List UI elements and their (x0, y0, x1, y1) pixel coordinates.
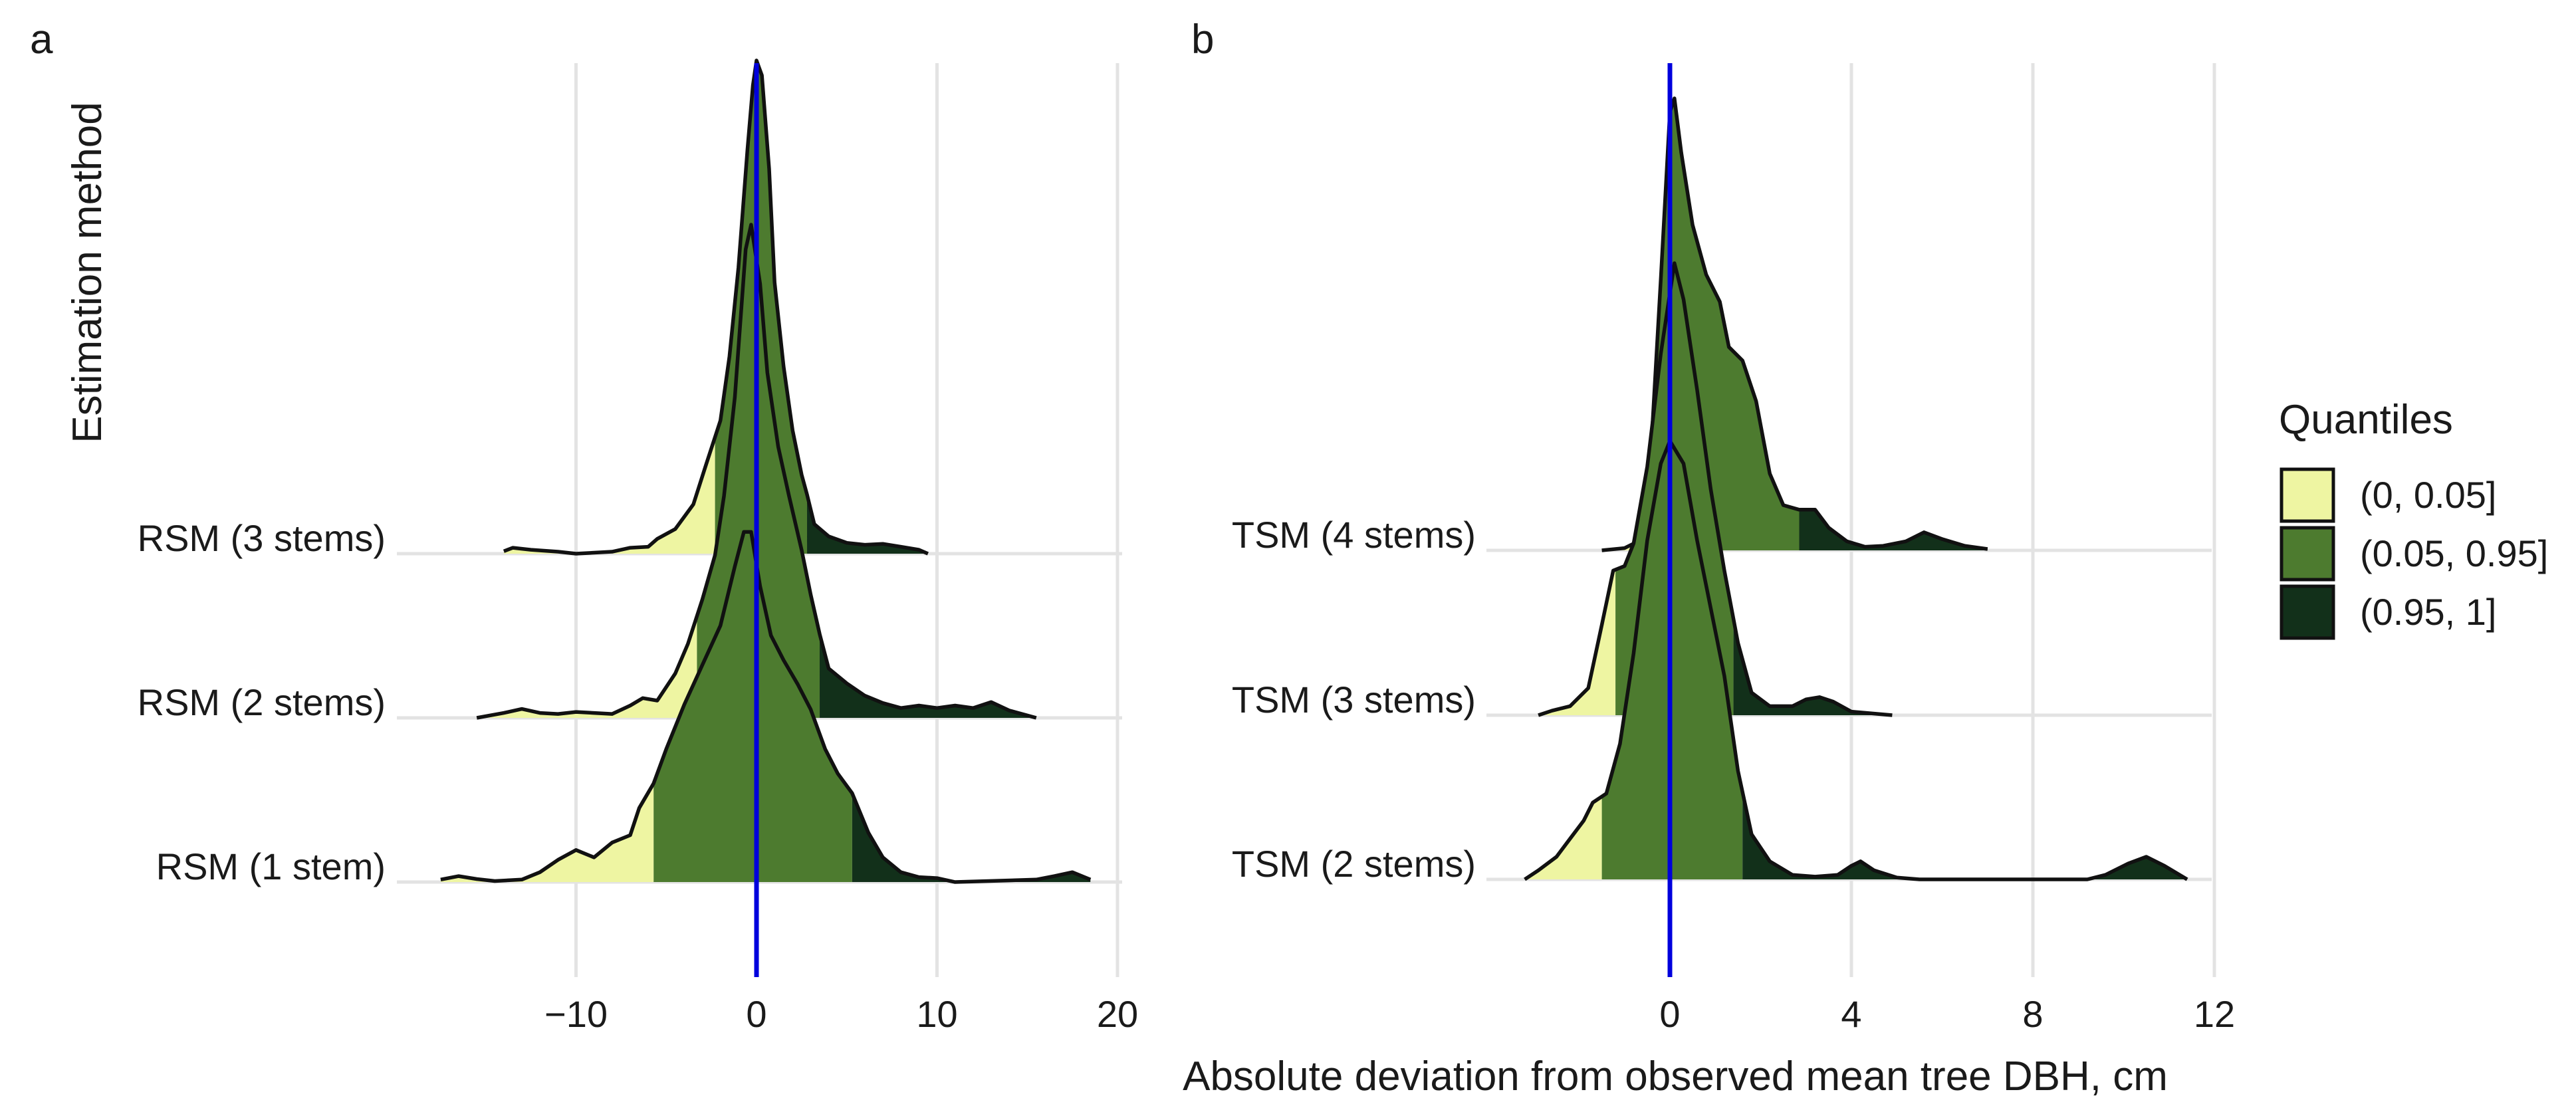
ridge-fill-middle (653, 532, 852, 882)
x-ticks-b: 0 4 8 12 (1659, 993, 2235, 1035)
tick-label-a-3: 20 (1097, 993, 1138, 1035)
y-axis-title: Estimation method (64, 102, 110, 443)
tick-label-a-2: 10 (916, 993, 957, 1035)
legend: Quantiles (0, 0.05] (0.05, 0.95] (0.95, … (2279, 397, 2548, 640)
ridge-outline (1601, 96, 1988, 552)
x-ticks-a: −10 0 10 20 (544, 993, 1138, 1035)
y-labels-a: RSM (3 stems) RSM (2 stems) RSM (1 stem) (138, 517, 386, 887)
ridge-fill-low-tail (477, 616, 697, 718)
legend-label-high: (0.95, 1] (2360, 591, 2496, 633)
ridges-b (1524, 96, 2188, 881)
ridge-fill-high-tail (852, 793, 1091, 882)
ridge-fill-low-tail (503, 437, 715, 554)
ridge-outline (503, 58, 929, 556)
ridge-outline (1524, 439, 2188, 881)
series-label-b-2: TSM (2 stems) (1232, 843, 1476, 885)
tick-label-a-0: −10 (544, 993, 608, 1035)
ridge-outline (440, 530, 1092, 884)
legend-swatch-high (2280, 584, 2335, 640)
legend-label-low: (0, 0.05] (2360, 474, 2496, 516)
ridge-fill-high-tail (820, 633, 1036, 718)
ridge-a-2 (440, 530, 1092, 884)
tick-label-b-3: 12 (2194, 993, 2235, 1035)
legend-swatch-mid (2280, 526, 2335, 582)
ridge-fill-low-tail (1538, 570, 1616, 715)
tick-label-b-1: 4 (1841, 993, 1861, 1035)
legend-title: Quantiles (2279, 397, 2453, 443)
ridge-fill-low-tail (1524, 796, 1602, 879)
y-labels-b: TSM (4 stems) TSM (3 stems) TSM (2 stems) (1232, 514, 1476, 885)
series-label-b-1: TSM (3 stems) (1232, 679, 1476, 721)
series-label-a-1: RSM (2 stems) (138, 681, 386, 723)
tick-label-a-1: 0 (746, 993, 766, 1035)
series-label-b-0: TSM (4 stems) (1232, 514, 1476, 556)
ridge-outline (1538, 261, 1893, 717)
tick-label-b-2: 8 (2022, 993, 2043, 1035)
panel-a: a Estimation method RSM (3 stems) RSM (2 … (30, 17, 1138, 1035)
ridge-a-0 (503, 58, 929, 556)
x-axis-title: Absolute deviation from observed mean tr… (1183, 1054, 2168, 1099)
ridges-a (440, 58, 1092, 884)
tick-label-b-0: 0 (1659, 993, 1680, 1035)
ridge-fill-high-tail (807, 495, 928, 554)
legend-swatch-low (2280, 467, 2335, 523)
series-label-a-2: RSM (1 stem) (156, 845, 386, 887)
ridge-fill-high-tail (1742, 792, 2188, 879)
ridge-fill-high-tail (1733, 618, 1893, 715)
series-label-a-0: RSM (3 stems) (138, 517, 386, 559)
ridge-fill-low-tail (440, 783, 654, 882)
panel-b: b TSM (4 stems) TSM (3 stems) TSM (2 stems… (1183, 17, 2235, 1099)
panel-a-label: a (30, 17, 53, 62)
panel-b-label: b (1191, 17, 1214, 62)
legend-label-mid: (0.05, 0.95] (2360, 532, 2548, 574)
